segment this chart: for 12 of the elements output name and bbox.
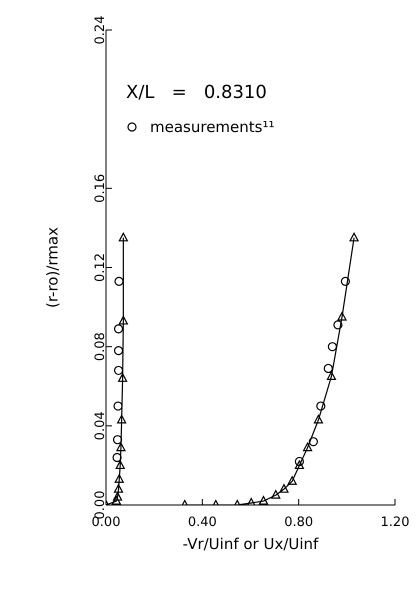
x-axis-title: -Vr/Uinf or Ux/Uinf bbox=[182, 535, 320, 553]
x-tick-label: 0.80 bbox=[284, 515, 314, 530]
y-tick-label: 0.16 bbox=[93, 174, 108, 203]
annotation: X/L = 0.8310 bbox=[126, 82, 267, 103]
y-tick-label: 0.08 bbox=[93, 332, 108, 362]
legend-label: measurements¹¹ bbox=[150, 118, 274, 136]
y-tick-label: 0.12 bbox=[93, 253, 108, 282]
y-tick-label: 0.04 bbox=[93, 411, 108, 440]
y-tick-label: 0.24 bbox=[93, 16, 108, 44]
x-tick-label: 1.20 bbox=[380, 515, 410, 530]
y-axis-title: (r-ro)/rmax bbox=[43, 226, 62, 308]
x-tick-label: 0.40 bbox=[188, 515, 217, 530]
